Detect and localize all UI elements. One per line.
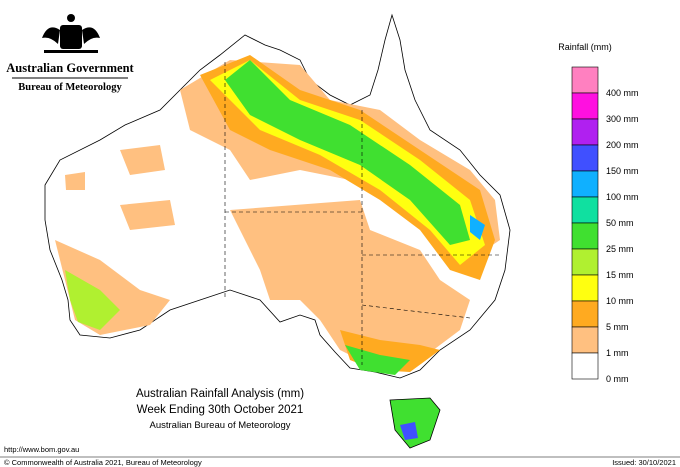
legend: Rainfall (mm) 400 mm 300 mm 200 mm 150 mm 10… (558, 42, 638, 384)
legend-label: 200 mm (606, 140, 639, 150)
legend-label: 1 mm (606, 348, 629, 358)
legend-label: 5 mm (606, 322, 629, 332)
map-title: Australian Rainfall Analysis (mm) (136, 388, 304, 400)
legend-swatch (571, 352, 599, 380)
rain-area (400, 422, 418, 440)
copyright: © Commonwealth of Australia 2021, Bureau… (4, 458, 202, 467)
map-subtitle: Week Ending 30th October 2021 (137, 404, 304, 416)
issued-date: Issued: 30/10/2021 (612, 458, 676, 467)
legend-label: 15 mm (606, 270, 634, 280)
legend-swatch (571, 248, 599, 276)
legend-swatch (571, 144, 599, 172)
legend-label: 100 mm (606, 192, 639, 202)
legend-label: 400 mm (606, 88, 639, 98)
legend-swatch (571, 196, 599, 224)
legend-swatch (571, 118, 599, 146)
government-name: Australian Government (6, 61, 134, 75)
legend-label: 300 mm (606, 114, 639, 124)
legend-swatch (571, 92, 599, 120)
state-borders (224, 62, 500, 365)
legend-swatch (571, 170, 599, 198)
legend-label: 25 mm (606, 244, 634, 254)
map (44, 13, 511, 449)
map-source: Australian Bureau of Meteorology (150, 420, 291, 431)
legend-title: Rainfall (mm) (558, 42, 612, 52)
legend-label: 50 mm (606, 218, 634, 228)
legend-swatch (571, 300, 599, 328)
rain-area (65, 145, 175, 230)
rain-area (230, 200, 470, 370)
legend-label: 150 mm (606, 166, 639, 176)
rain-area (345, 345, 410, 375)
rain-area (470, 215, 485, 240)
legend-swatch (571, 274, 599, 302)
legend-swatch (571, 222, 599, 250)
url: http://www.bom.gov.au (4, 445, 79, 454)
rain-area (225, 60, 470, 245)
legend-label: 0 mm (606, 374, 629, 384)
legend-swatch (571, 326, 599, 354)
crest (42, 14, 100, 53)
legend-label: 10 mm (606, 296, 634, 306)
legend-swatch (571, 66, 599, 94)
bureau-name: Bureau of Meteorology (18, 82, 122, 93)
rain-area (65, 270, 120, 330)
